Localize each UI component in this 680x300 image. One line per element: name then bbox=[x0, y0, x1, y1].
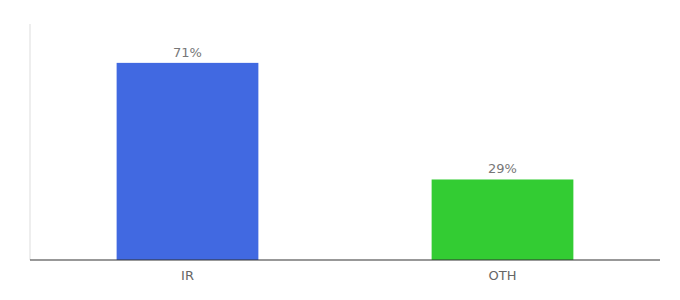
chart-svg: IR OTH 71% 29% bbox=[0, 0, 680, 300]
bar bbox=[117, 63, 259, 260]
x-axis-line bbox=[30, 259, 660, 260]
data-label: 71% bbox=[173, 45, 202, 60]
x-tick-label: IR bbox=[181, 268, 194, 283]
y-axis-line bbox=[30, 24, 31, 260]
chart-container: IR OTH 71% 29% bbox=[0, 0, 680, 300]
plot-area bbox=[117, 63, 574, 260]
x-tick-label: OTH bbox=[489, 268, 517, 283]
bar bbox=[432, 179, 574, 260]
data-label: 29% bbox=[488, 161, 517, 176]
